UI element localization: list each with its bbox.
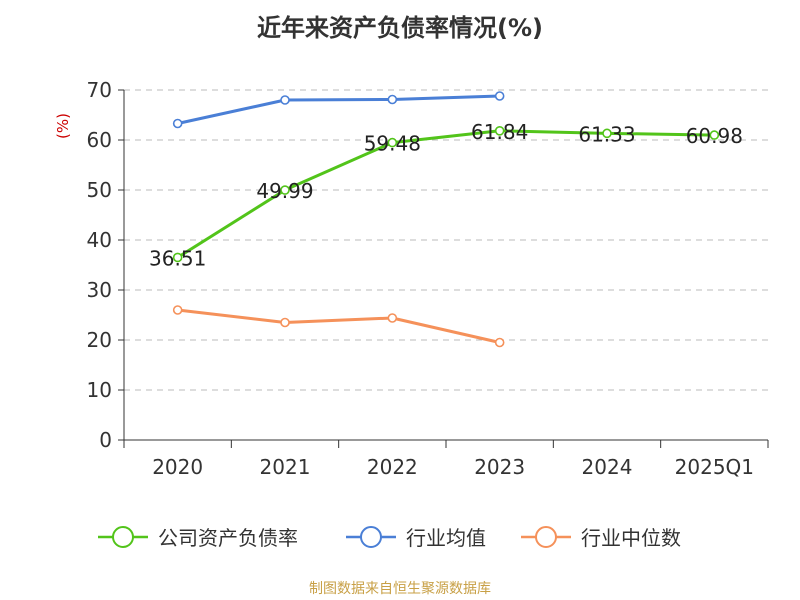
x-tick-label: 2020 — [152, 455, 203, 479]
series-layer — [172, 91, 720, 348]
legend: 公司资产负债率 行业均值 行业中位数 — [98, 526, 681, 550]
x-tick-label: 2023 — [474, 455, 525, 479]
y-tick-label: 70 — [87, 78, 112, 102]
data-point — [387, 137, 398, 148]
x-tick-label: 2022 — [367, 455, 418, 479]
x-tick-label: 2021 — [260, 455, 311, 479]
data-point — [602, 128, 612, 139]
axis-layer: 0 10 20 30 40 50 60 70 (%) 2020 2021 2022 2023 2024 20… — [54, 78, 769, 479]
y-tick-label: 0 — [99, 428, 112, 452]
data-label: 49.99 — [256, 179, 313, 203]
data-point — [387, 94, 398, 105]
y-tick-label: 60 — [87, 128, 112, 152]
x-tick-label: 2024 — [582, 455, 633, 479]
data-point — [280, 317, 290, 328]
y-tick-label: 20 — [87, 328, 112, 352]
data-point — [280, 95, 290, 105]
y-axis-label: (%) — [54, 113, 72, 139]
legend-label-2: 行业中位数 — [581, 526, 681, 550]
legend-marker-1 — [360, 526, 382, 548]
data-point — [494, 91, 505, 101]
data-label: 36.51 — [149, 246, 206, 270]
y-tick-label: 40 — [87, 228, 112, 252]
series-line-2 — [177, 308, 501, 344]
label-layer: 36.51 49.99 59.48 61.84 61.33 60.98 — [149, 120, 743, 271]
data-point — [280, 185, 290, 195]
y-tick-label: 10 — [87, 378, 112, 402]
y-tick-label: 30 — [87, 278, 112, 302]
data-label: 59.48 — [364, 132, 421, 156]
data-point — [172, 252, 183, 263]
data-label: 61.33 — [578, 122, 635, 146]
data-point — [709, 130, 720, 140]
data-label: 60.98 — [686, 124, 743, 148]
data-point — [494, 337, 505, 348]
legend-label-0: 公司资产负债率 — [158, 526, 298, 550]
data-label: 61.84 — [471, 120, 528, 144]
data-point — [172, 305, 183, 315]
legend-label-1: 行业均值 — [406, 526, 486, 550]
data-point — [494, 126, 505, 136]
grid-layer — [124, 89, 768, 391]
data-point — [172, 118, 183, 129]
source-note: 制图数据来自恒生聚源数据库 — [309, 581, 491, 597]
legend-marker-2 — [535, 526, 557, 548]
y-tick-label: 50 — [87, 178, 112, 202]
series-line-1 — [177, 94, 500, 125]
x-tick-label: 2025Q1 — [675, 455, 754, 479]
series-line-0 — [176, 129, 715, 259]
data-point — [387, 313, 398, 323]
legend-marker-0 — [112, 526, 134, 548]
chart-title: 近年来资产负债率情况(%) — [257, 14, 543, 42]
